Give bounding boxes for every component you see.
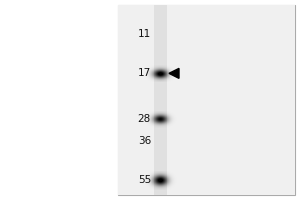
Text: 11: 11 bbox=[138, 29, 151, 39]
Text: K562: K562 bbox=[156, 0, 184, 2]
Text: 36: 36 bbox=[138, 136, 151, 146]
FancyBboxPatch shape bbox=[118, 5, 295, 195]
Text: 17: 17 bbox=[138, 68, 151, 78]
Text: 28: 28 bbox=[138, 114, 151, 124]
Text: 55: 55 bbox=[138, 175, 151, 185]
Polygon shape bbox=[169, 68, 179, 78]
